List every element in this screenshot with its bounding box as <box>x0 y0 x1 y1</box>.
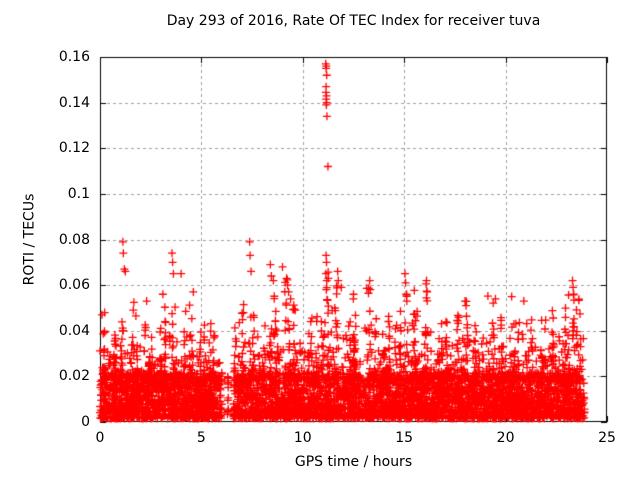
y-tick-label: 0.04 <box>58 322 90 339</box>
y-tick-label: 0.14 <box>58 94 90 111</box>
x-tick-label: 10 <box>293 430 312 446</box>
y-tick-label: 0.1 <box>67 185 90 202</box>
x-tick-label: 5 <box>196 430 206 446</box>
y-tick-label: 0.08 <box>58 231 90 248</box>
y-tick-label: 0.12 <box>58 140 90 157</box>
chart-title: Day 293 of 2016, Rate Of TEC Index for r… <box>166 13 541 29</box>
x-tick-label: 0 <box>95 430 105 446</box>
x-tick-label: 20 <box>496 430 515 446</box>
y-tick-label: 0.02 <box>58 368 90 385</box>
x-tick-label: 25 <box>598 430 616 446</box>
x-tick-label: 15 <box>395 430 414 446</box>
y-tick-label: 0 <box>81 414 90 430</box>
y-tick-label: 0.16 <box>58 49 90 65</box>
x-axis-label: GPS time / hours <box>294 454 413 470</box>
y-tick-label: 0.06 <box>58 277 90 294</box>
